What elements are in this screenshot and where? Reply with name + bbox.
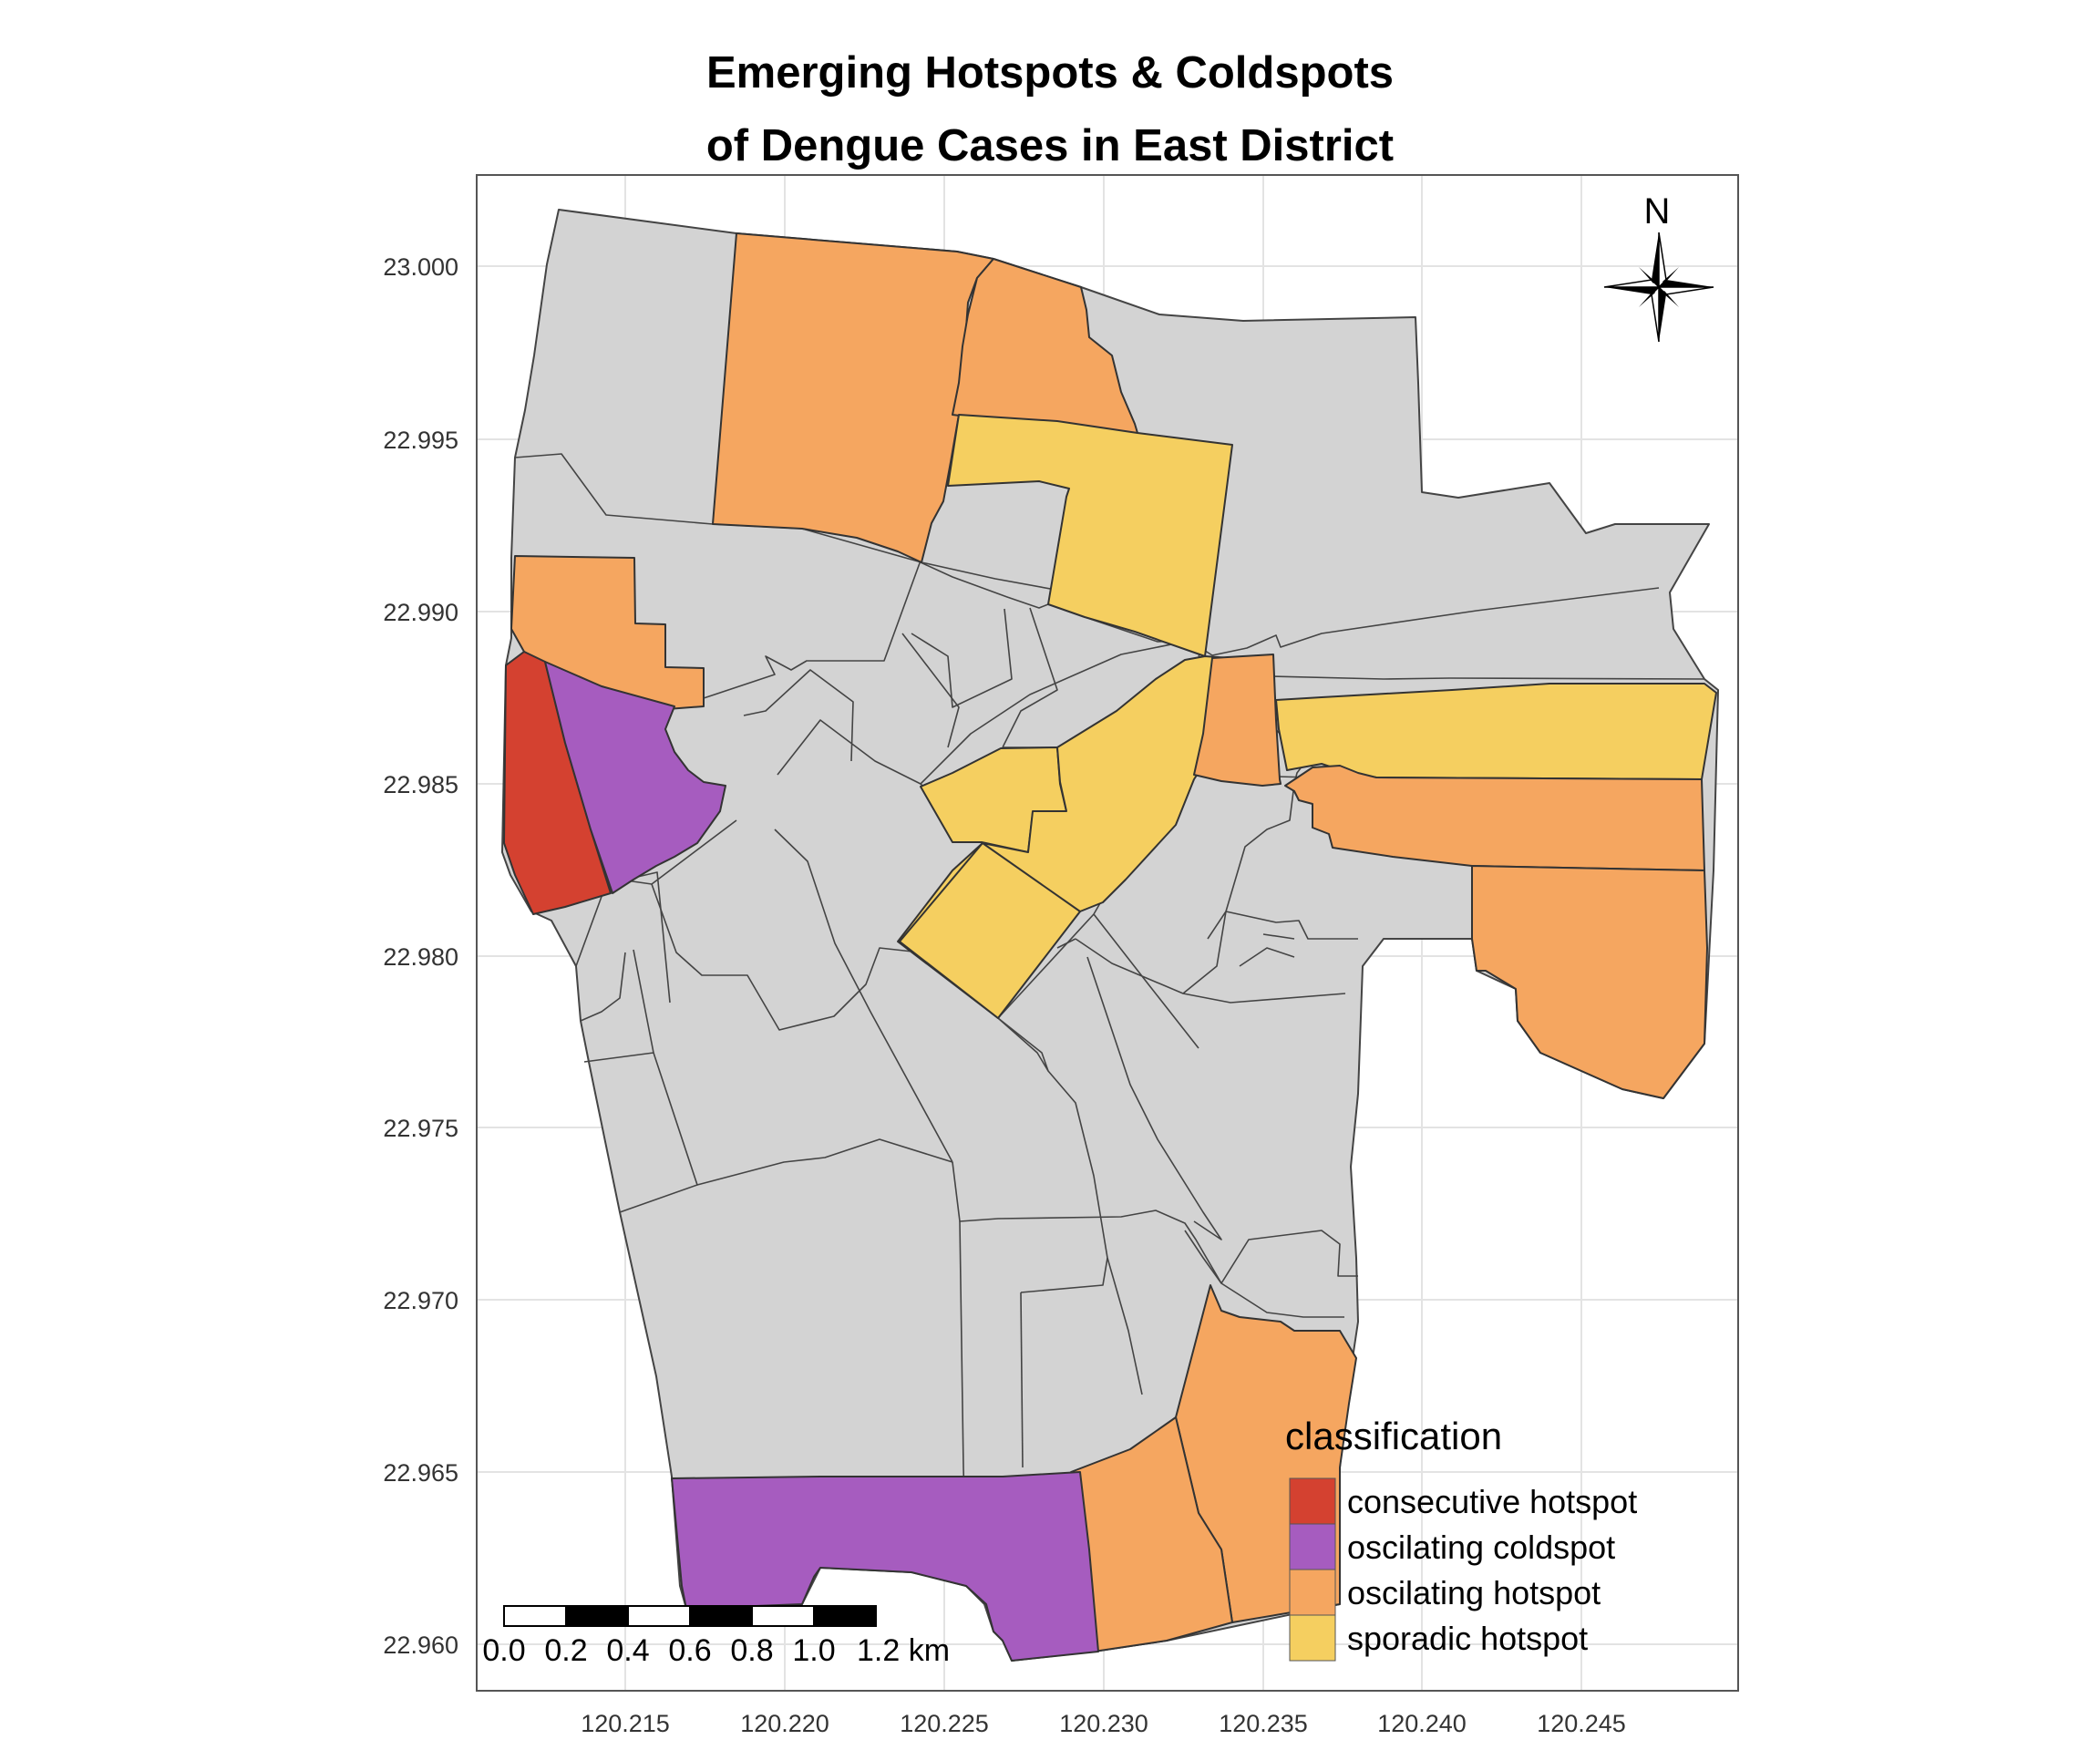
zone-oscilating-coldspot-south [671, 1471, 1099, 1662]
zone-oscilating-hotspot-east [1284, 765, 1705, 871]
legend-swatch-2 [1289, 1569, 1336, 1616]
y-tick-label: 22.975 [383, 1115, 458, 1142]
scale-bar-label-6: 1.2 km [857, 1633, 950, 1668]
zone-sporadic-hotspot-east [1275, 683, 1717, 780]
x-tick-label: 120.245 [1537, 1710, 1626, 1737]
legend-swatch-0 [1289, 1477, 1336, 1525]
north-arrow-label: N [1644, 191, 1671, 232]
x-tick-label: 120.240 [1377, 1710, 1467, 1737]
y-tick-label: 22.980 [383, 943, 458, 971]
y-tick-label: 22.970 [383, 1287, 458, 1314]
compass-rose-icon [1603, 232, 1714, 343]
y-axis-labels: 23.000 22.995 22.990 22.985 22.980 22.97… [383, 253, 458, 1659]
x-tick-label: 120.215 [581, 1710, 670, 1737]
map-title-line-2: of Dengue Cases in East District [705, 121, 1395, 170]
map-title: Emerging Hotspots & Coldspots of Dengue … [0, 36, 2100, 182]
zone-oscilating-hotspot-mid [1193, 654, 1282, 787]
legend-swatch-1 [1289, 1523, 1336, 1570]
y-tick-label: 22.990 [383, 599, 458, 626]
classified-zones [503, 232, 1717, 1662]
scale-bar-label-4: 0.8 [730, 1633, 773, 1668]
scale-bar-label-5: 1.0 [792, 1633, 835, 1668]
legend-swatch-3 [1289, 1614, 1336, 1662]
x-tick-label: 120.220 [740, 1710, 829, 1737]
zone-oscilating-coldspot-west [544, 661, 726, 894]
y-tick-label: 22.985 [383, 771, 458, 798]
legend-label-0: consecutive hotspot [1347, 1483, 1637, 1520]
map-title-line-1: Emerging Hotspots & Coldspots [705, 48, 1395, 98]
legend: classification consecutive hotspot oscil… [1285, 1415, 1637, 1662]
scale-bar-label-2: 0.4 [606, 1633, 649, 1668]
zone-oscilating-hotspot-southeast [1471, 865, 1708, 1099]
y-tick-label: 22.995 [383, 427, 458, 454]
legend-title: classification [1285, 1415, 1502, 1457]
scale-bar: 0.0 0.2 0.4 0.6 0.8 1.0 1.2 km [482, 1605, 950, 1668]
y-tick-label: 22.960 [383, 1632, 458, 1659]
x-tick-label: 120.235 [1219, 1710, 1308, 1737]
y-tick-label: 22.965 [383, 1459, 458, 1487]
zone-sporadic-hotspot-center-3 [899, 842, 1081, 1019]
north-arrow: N [1603, 191, 1714, 343]
x-tick-label: 120.230 [1059, 1710, 1148, 1737]
map-panel-border [476, 174, 1739, 1692]
x-tick-label: 120.225 [900, 1710, 989, 1737]
scale-bar-label-1: 0.2 [544, 1633, 587, 1668]
zone-oscilating-hotspot-south-2 [1070, 1416, 1233, 1652]
legend-label-1: oscilating coldspot [1347, 1529, 1615, 1566]
y-tick-label: 23.000 [383, 253, 458, 281]
scale-bar-label-0: 0.0 [482, 1633, 525, 1668]
scale-bar-label-3: 0.6 [668, 1633, 711, 1668]
legend-label-2: oscilating hotspot [1347, 1574, 1601, 1611]
legend-label-3: sporadic hotspot [1347, 1620, 1588, 1657]
zone-sporadic-hotspot-north [947, 414, 1233, 657]
x-axis-labels: 120.215 120.220 120.225 120.230 120.235 … [581, 1710, 1626, 1737]
